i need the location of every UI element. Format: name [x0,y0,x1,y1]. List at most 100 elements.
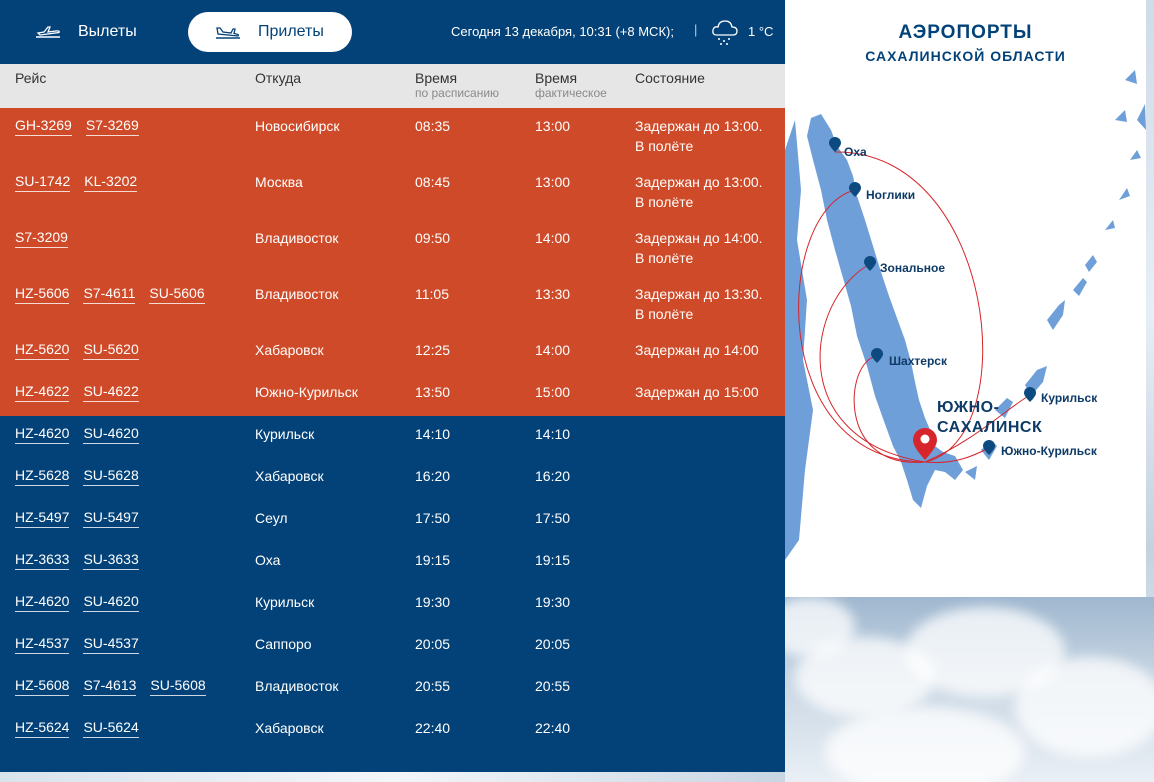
table-row[interactable]: S7-3209 Владивосток 09:50 14:00 Задержан до … [0,220,785,276]
table-row[interactable]: HZ-5624 SU-5624 Хабаровск 22:40 22:40 [0,710,785,752]
origin-city: Владивосток [255,230,339,246]
flight-number-link[interactable]: SU-4622 [83,382,139,402]
scheduled-time: 19:30 [415,594,451,610]
map-title: АЭРОПОРТЫ САХАЛИНСКОЙ ОБЛАСТИ [785,22,1146,64]
flight-codes: S7-3209 [15,228,82,248]
flight-number-link[interactable]: S7-4611 [83,284,136,304]
actual-time: 14:10 [535,426,571,442]
flight-number-link[interactable]: HZ-5628 [15,466,70,486]
pin-zonalnoe [864,256,876,271]
pin-okha [829,137,841,152]
actual-time: 19:15 [535,552,571,568]
table-row[interactable]: HZ-5497 SU-5497 Сеул 17:50 17:50 [0,500,785,542]
flight-number-link[interactable]: HZ-4537 [15,634,70,654]
table-row[interactable]: HZ-4622 SU-4622 Южно-Курильск 13:50 15:00 Зад… [0,374,785,416]
table-row[interactable]: GH-3269 S7-3269 Новосибирск 08:35 13:00 Задер… [0,108,785,164]
actual-time: 14:00 [535,342,571,358]
flight-number-link[interactable]: SU-3633 [83,550,139,570]
column-status: Состояние [635,70,705,86]
table-row[interactable]: HZ-5628 SU-5628 Хабаровск 16:20 16:20 [0,458,785,500]
flight-number-link[interactable]: HZ-4620 [15,592,70,612]
table-row[interactable]: HZ-3633 SU-3633 Оха 19:15 19:15 [0,542,785,584]
flight-status-line1: Задержан до 13:00. [635,174,763,190]
actual-time: 19:30 [535,594,571,610]
actual-time: 14:00 [535,230,571,246]
scheduled-time: 12:25 [415,342,451,358]
scheduled-time: 08:35 [415,118,451,134]
tab-departures[interactable]: Вылеты [34,12,137,52]
origin-city: Саппоро [255,636,312,652]
origin-city: Оха [255,552,281,568]
flight-number-link[interactable]: GH-3269 [15,116,72,136]
table-row[interactable]: HZ-4620 SU-4620 Курильск 19:30 19:30 [0,584,785,626]
city-kurilsk: Курильск [1041,391,1098,405]
hub-city-line2: САХАЛИНСК [937,419,1043,436]
flight-status: Задержан до 13:00. В полёте [635,116,785,156]
route-nogliki [798,189,926,463]
column-actual-label: Время [535,70,578,86]
flight-codes: HZ-4622 SU-4622 [15,382,153,402]
tab-arrivals[interactable]: Прилеты [188,12,352,52]
flight-number-link[interactable]: HZ-3633 [15,550,70,570]
flight-number-link[interactable]: HZ-5606 [15,284,70,304]
flight-number-link[interactable]: SU-4620 [83,592,139,612]
table-row[interactable]: HZ-4620 SU-4620 Курильск 14:10 14:10 [0,416,785,458]
flight-number-link[interactable]: SU-5620 [83,340,139,360]
map-title-main: АЭРОПОРТЫ [898,22,1033,43]
flight-number-link[interactable]: HZ-5497 [15,508,70,528]
flight-number-link[interactable]: HZ-4622 [15,382,70,402]
scheduled-time: 17:50 [415,510,451,526]
flight-number-link[interactable]: HZ-5624 [15,718,70,738]
table-row[interactable]: SU-1742 KL-3202 Москва 08:45 13:00 Задержан д… [0,164,785,220]
scheduled-time: 08:45 [415,174,451,190]
flight-number-link[interactable]: SU-5608 [150,676,206,696]
snow-cloud-icon [712,20,738,45]
table-row[interactable]: HZ-5620 SU-5620 Хабаровск 12:25 14:00 Задержа… [0,332,785,374]
column-flight: Рейс [15,70,47,86]
tab-departures-label: Вылеты [78,23,137,40]
pin-shakhtersk [871,348,883,363]
origin-city: Хабаровск [255,468,324,484]
flight-number-link[interactable]: HZ-5620 [15,340,70,360]
flight-number-link[interactable]: HZ-5608 [15,676,70,696]
scheduled-time: 20:55 [415,678,451,694]
flight-status-line1: Задержан до 14:00 [635,342,759,358]
origin-city: Южно-Курильск [255,384,358,400]
pin-yuzhno-kurilsk [983,440,995,455]
table-row[interactable]: HZ-4537 SU-4537 Саппоро 20:05 20:05 [0,626,785,668]
pin-nogliki [849,182,861,197]
table-header: Рейс Откуда Время по расписанию Время фа… [0,64,785,108]
actual-time: 17:50 [535,510,571,526]
plane-landing-icon [216,27,240,39]
flight-number-link[interactable]: SU-1742 [15,172,71,192]
column-actual-sub: фактическое [535,86,607,100]
column-scheduled-sub: по расписанию [415,86,500,100]
flight-number-link[interactable]: S7-4613 [83,676,137,696]
sakhalin-map [785,70,1146,560]
flight-number-link[interactable]: KL-3202 [84,172,138,192]
flight-number-link[interactable]: HZ-4620 [15,424,70,444]
scheduled-time: 16:20 [415,468,451,484]
city-shakhtersk: Шахтерск [889,354,947,368]
origin-city: Курильск [255,426,315,442]
flight-status: Задержан до 15:00 [635,382,785,402]
flight-number-link[interactable]: SU-5628 [83,466,139,486]
flight-number-link[interactable]: SU-5606 [149,284,205,304]
flight-status: Задержан до 13:30. В полёте [635,284,785,324]
arrivals-board: Вылеты Прилеты Сегодня 13 декабря, 10:31… [0,0,785,772]
flight-codes: HZ-3633 SU-3633 [15,550,153,570]
flight-number-link[interactable]: SU-4537 [83,634,139,654]
flight-number-link[interactable]: SU-5497 [83,508,139,528]
actual-time: 20:05 [535,636,571,652]
flight-number-link[interactable]: S7-3209 [15,228,68,248]
table-row[interactable]: HZ-5608 S7-4613 SU-5608 Владивосток 20:55 20:… [0,668,785,710]
origin-city: Хабаровск [255,342,324,358]
scheduled-time: 20:05 [415,636,451,652]
scheduled-time: 19:15 [415,552,451,568]
flight-number-link[interactable]: SU-5624 [83,718,139,738]
flight-number-link[interactable]: SU-4620 [83,424,139,444]
flight-codes: HZ-4620 SU-4620 [15,592,153,612]
table-row[interactable]: HZ-5606 S7-4611 SU-5606 Владивосток 11:05 13:… [0,276,785,332]
flight-codes: HZ-5620 SU-5620 [15,340,153,360]
flight-number-link[interactable]: S7-3269 [85,116,139,136]
